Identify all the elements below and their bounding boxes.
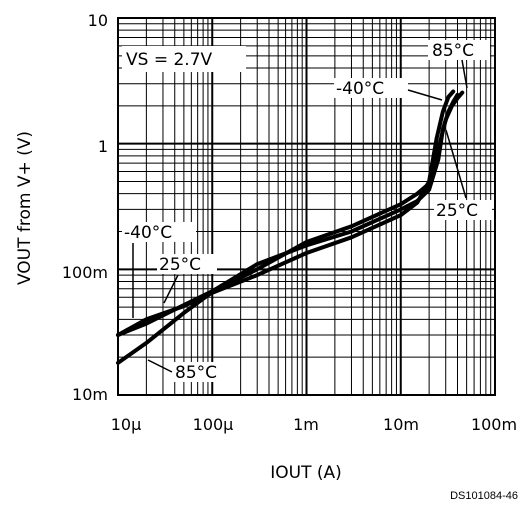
series-line-1 bbox=[116, 92, 460, 337]
series-labels: 85°C -40°C 25°C -40°C 25°C 85°C bbox=[122, 40, 492, 383]
x-tick-label: 100m bbox=[471, 415, 517, 434]
supply-annotation-box bbox=[122, 46, 246, 72]
leader-85c-bottom bbox=[147, 359, 173, 373]
label-bg bbox=[157, 254, 217, 274]
leader-25c-bottom bbox=[163, 274, 179, 304]
label-bg bbox=[428, 40, 490, 60]
y-tick-label: 10 bbox=[88, 11, 108, 30]
label-bg bbox=[334, 78, 408, 98]
label-bg bbox=[434, 200, 492, 220]
label-85c-bottom: 85°C bbox=[175, 363, 217, 383]
label-bg bbox=[173, 362, 233, 382]
series-line-2 bbox=[116, 90, 465, 365]
figure-code: DS101084-46 bbox=[450, 490, 518, 502]
label-25c-bottom: 25°C bbox=[159, 255, 201, 275]
label-m40c-top: -40°C bbox=[336, 79, 384, 99]
x-axis-label: IOUT (A) bbox=[270, 463, 342, 483]
x-tick-label: 10µ bbox=[111, 415, 142, 434]
x-tick-label: 100µ bbox=[193, 415, 234, 434]
y-tick-labels: 10m 100m 1 10 bbox=[62, 11, 108, 404]
curves bbox=[116, 89, 465, 365]
x-tick-label: 1m bbox=[293, 415, 319, 434]
x-tick-labels: 10µ 100µ 1m 10m 100m bbox=[111, 415, 517, 434]
leader-25c-right bbox=[445, 129, 467, 199]
leader-m40c-top bbox=[407, 89, 443, 101]
x-tick-label: 10m bbox=[383, 415, 419, 434]
plot-frame bbox=[117, 17, 496, 396]
y-tick-label: 1 bbox=[98, 137, 108, 156]
label-m40c-bottom: -40°C bbox=[124, 223, 172, 243]
y-tick-label: 10m bbox=[72, 385, 108, 404]
y-tick-label: 100m bbox=[62, 263, 108, 282]
supply-annotation: VS = 2.7V bbox=[126, 50, 213, 70]
label-85c-top: 85°C bbox=[432, 41, 474, 61]
label-25c-right: 25°C bbox=[436, 201, 478, 221]
y-axis-label: VOUT from V+ (V) bbox=[15, 131, 35, 285]
label-bg bbox=[122, 222, 196, 242]
leader-85c-top bbox=[461, 59, 468, 89]
